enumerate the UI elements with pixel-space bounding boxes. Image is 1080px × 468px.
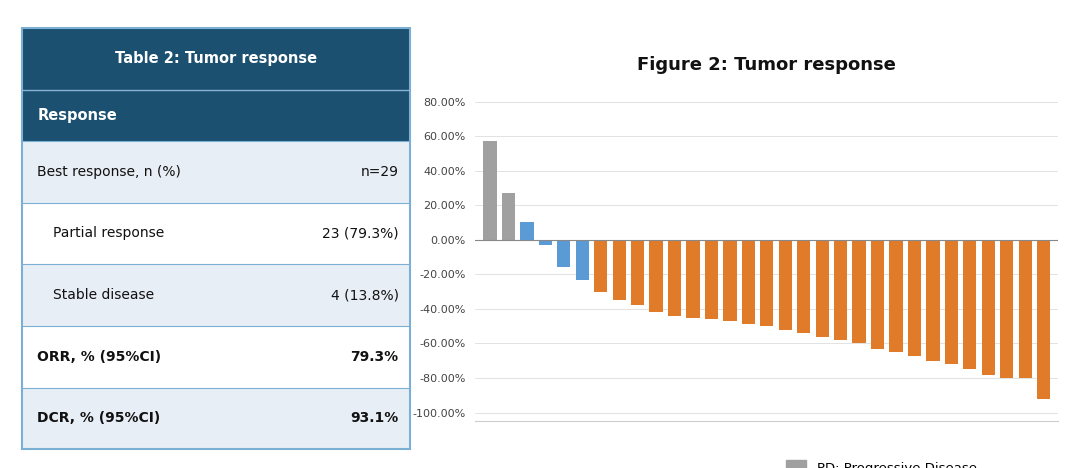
Bar	[22, 388, 410, 449]
Text: Best response, n (%): Best response, n (%)	[37, 165, 181, 179]
Text: Response: Response	[37, 108, 117, 123]
Bar	[22, 203, 410, 264]
Bar	[1018, 240, 1031, 378]
Bar	[908, 240, 921, 356]
Bar	[22, 28, 410, 90]
Bar	[484, 141, 497, 240]
Text: Partial response: Partial response	[53, 227, 164, 241]
Bar	[982, 240, 995, 374]
Bar	[779, 240, 792, 329]
Bar	[834, 240, 848, 340]
Bar	[649, 240, 663, 312]
Bar	[521, 222, 534, 240]
Bar	[22, 326, 410, 388]
Bar	[1000, 240, 1013, 378]
Text: Stable disease: Stable disease	[53, 288, 153, 302]
Bar	[631, 240, 645, 306]
Text: 4 (13.8%): 4 (13.8%)	[330, 288, 399, 302]
Text: 79.3%: 79.3%	[351, 350, 399, 364]
Bar	[963, 240, 976, 369]
Text: ORR, % (95%CI): ORR, % (95%CI)	[37, 350, 161, 364]
Bar	[742, 240, 755, 324]
Bar	[815, 240, 828, 336]
Text: n=29: n=29	[361, 165, 399, 179]
Bar	[1037, 240, 1050, 399]
Text: 93.1%: 93.1%	[351, 411, 399, 425]
Bar	[705, 240, 718, 319]
Text: DCR, % (95%CI): DCR, % (95%CI)	[37, 411, 161, 425]
Title: Figure 2: Tumor response: Figure 2: Tumor response	[637, 56, 896, 74]
Bar	[576, 240, 589, 279]
Bar	[667, 240, 681, 316]
Bar	[760, 240, 773, 326]
Bar	[539, 240, 552, 245]
Bar	[22, 90, 410, 141]
Bar	[22, 141, 410, 203]
Legend: PD: Progressive Disease, SD: Stable Disease, PR: Partial Response: PD: Progressive Disease, SD: Stable Dise…	[781, 455, 982, 468]
Bar	[557, 240, 570, 267]
Text: 23 (79.3%): 23 (79.3%)	[322, 227, 399, 241]
Bar	[945, 240, 958, 364]
Text: Table 2: Tumor response: Table 2: Tumor response	[114, 51, 318, 66]
Bar	[797, 240, 810, 333]
Bar	[724, 240, 737, 321]
Bar	[594, 240, 607, 292]
Bar	[612, 240, 625, 300]
Bar	[502, 193, 515, 240]
Bar	[22, 264, 410, 326]
Bar	[852, 240, 866, 344]
Bar	[686, 240, 700, 317]
Bar	[889, 240, 903, 352]
Bar	[927, 240, 940, 361]
Bar	[870, 240, 885, 349]
